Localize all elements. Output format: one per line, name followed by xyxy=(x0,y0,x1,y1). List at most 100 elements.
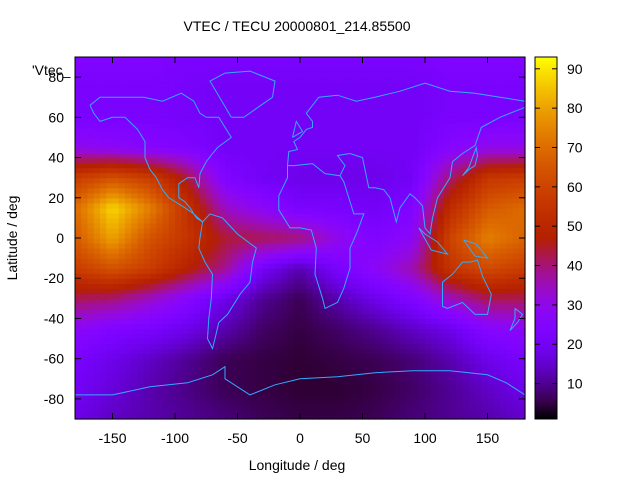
heatmap-cell xyxy=(325,142,332,149)
heatmap-cell xyxy=(237,413,245,420)
heatmap-cell xyxy=(193,162,201,169)
heatmap-cell xyxy=(462,393,470,400)
heatmap-cell xyxy=(387,393,395,400)
heatmap-cell xyxy=(412,238,420,244)
heatmap-cell xyxy=(193,308,201,315)
heatmap-cell xyxy=(325,258,332,264)
heatmap-cell xyxy=(93,298,101,304)
heatmap-cell xyxy=(143,157,151,164)
heatmap-cell xyxy=(356,323,364,330)
heatmap-cell xyxy=(93,77,101,83)
heatmap-cell xyxy=(81,102,89,108)
heatmap-cell xyxy=(412,137,420,144)
heatmap-cell xyxy=(462,373,470,380)
heatmap-cell xyxy=(256,288,264,294)
heatmap-cell xyxy=(225,87,232,93)
heatmap-cell xyxy=(462,82,470,88)
heatmap-cell xyxy=(150,363,157,370)
heatmap-cell xyxy=(187,102,195,108)
heatmap-cell xyxy=(168,398,176,405)
heatmap-cell xyxy=(425,187,432,194)
heatmap-cell xyxy=(518,82,526,88)
heatmap-cell xyxy=(406,363,414,370)
heatmap-cell xyxy=(331,167,339,174)
heatmap-cell xyxy=(168,217,176,224)
heatmap-cell xyxy=(206,207,214,214)
heatmap-cell xyxy=(231,308,239,315)
heatmap-cell xyxy=(412,232,420,239)
heatmap-cell xyxy=(368,253,376,259)
heatmap-cell xyxy=(362,207,370,214)
heatmap-cell xyxy=(381,172,389,179)
heatmap-cell xyxy=(356,348,364,355)
heatmap-cell xyxy=(350,227,357,234)
heatmap-cell xyxy=(237,258,245,264)
heatmap-cell xyxy=(143,197,151,204)
heatmap-cell xyxy=(500,413,507,420)
heatmap-cell xyxy=(287,117,295,123)
heatmap-cell xyxy=(437,147,445,154)
heatmap-cell xyxy=(200,167,207,174)
heatmap-cell xyxy=(512,373,520,380)
heatmap-cell xyxy=(325,268,332,274)
heatmap-cell xyxy=(431,197,439,204)
heatmap-cell xyxy=(287,258,295,264)
heatmap-cell xyxy=(243,122,251,128)
heatmap-cell xyxy=(437,132,445,139)
heatmap-cell xyxy=(150,177,157,184)
heatmap-cell xyxy=(487,378,495,385)
heatmap-cell xyxy=(93,328,101,335)
heatmap-cell xyxy=(512,353,520,360)
heatmap-cell xyxy=(362,212,370,219)
heatmap-cell xyxy=(518,388,526,395)
heatmap-cell xyxy=(356,172,364,179)
heatmap-cell xyxy=(187,207,195,214)
heatmap-cell xyxy=(206,358,214,365)
heatmap-cell xyxy=(225,97,232,103)
heatmap-cell xyxy=(393,207,401,214)
heatmap-cell xyxy=(456,197,464,204)
heatmap-cell xyxy=(481,318,489,325)
heatmap-cell xyxy=(112,172,120,179)
heatmap-cell xyxy=(131,217,139,224)
heatmap-cell xyxy=(193,127,201,134)
heatmap-cell xyxy=(243,232,251,239)
heatmap-cell xyxy=(137,207,145,214)
heatmap-cell xyxy=(93,258,101,264)
heatmap-cell xyxy=(181,278,189,284)
heatmap-cell xyxy=(150,298,157,304)
heatmap-cell xyxy=(450,283,457,289)
heatmap-cell xyxy=(87,243,95,249)
heatmap-cell xyxy=(381,137,389,144)
heatmap-cell xyxy=(181,368,189,375)
heatmap-cell xyxy=(162,353,170,360)
heatmap-cell xyxy=(262,232,270,239)
heatmap-cell xyxy=(462,197,470,204)
heatmap-cell xyxy=(425,283,432,289)
heatmap-cell xyxy=(106,172,114,179)
heatmap-cell xyxy=(281,132,289,139)
heatmap-cell xyxy=(87,142,95,149)
heatmap-cell xyxy=(462,142,470,149)
heatmap-cell xyxy=(325,202,332,209)
heatmap-cell xyxy=(250,348,257,355)
heatmap-cell xyxy=(156,232,164,239)
heatmap-cell xyxy=(237,232,245,239)
heatmap-cell xyxy=(431,222,439,229)
heatmap-cell xyxy=(281,117,289,123)
heatmap-cell xyxy=(218,132,226,139)
heatmap-cell xyxy=(262,293,270,299)
heatmap-cell xyxy=(362,87,370,93)
heatmap-cell xyxy=(350,273,357,279)
heatmap-cell xyxy=(137,67,145,73)
heatmap-cell xyxy=(506,197,514,204)
heatmap-cell xyxy=(375,373,382,380)
heatmap-cell xyxy=(181,263,189,269)
heatmap-cell xyxy=(468,107,476,113)
heatmap-cell xyxy=(181,388,189,395)
heatmap-cell xyxy=(306,238,314,244)
heatmap-cell xyxy=(331,328,339,335)
heatmap-cell xyxy=(500,82,507,88)
heatmap-cell xyxy=(381,197,389,204)
heatmap-cell xyxy=(293,393,301,400)
